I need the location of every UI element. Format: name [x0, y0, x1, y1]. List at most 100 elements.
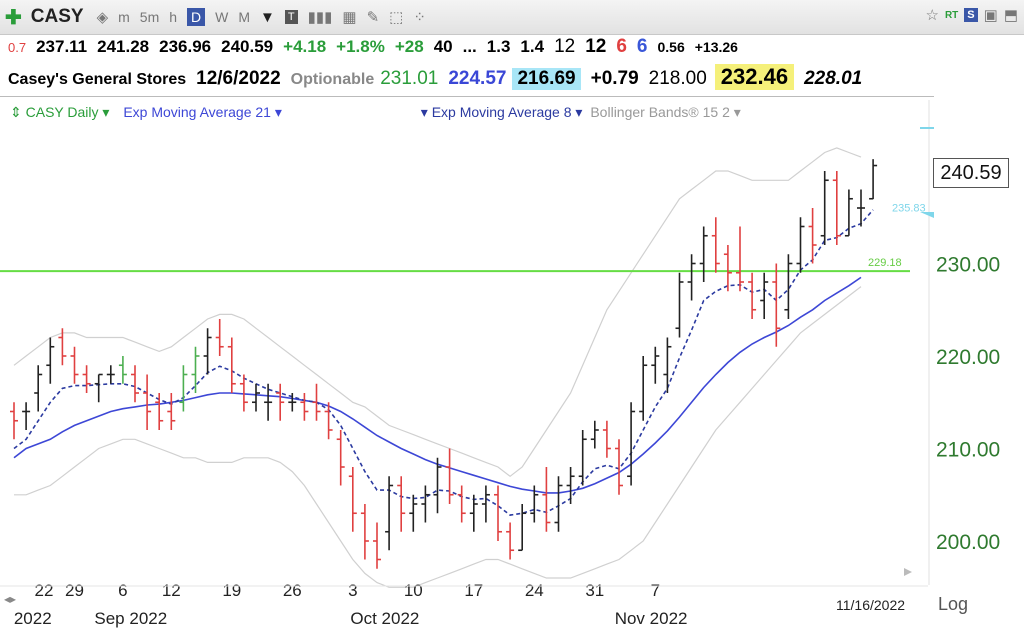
ohlc-bar — [711, 217, 720, 273]
ohlc-bar — [772, 263, 781, 347]
text-tool-icon[interactable]: T — [284, 10, 298, 24]
ohlc-bar — [675, 272, 684, 338]
s-badge[interactable]: S — [964, 8, 978, 22]
star-icon[interactable]: ☆ — [925, 7, 939, 24]
quote-v7: 12 — [585, 36, 607, 57]
bb-legend-label: Bollinger Bands® 15 2 — [590, 104, 730, 120]
ohlc-bar — [34, 365, 43, 412]
quote-p1: 231.01 — [380, 68, 439, 89]
pencil-icon[interactable]: ✎ — [366, 9, 380, 26]
x-month-label: Nov 2022 — [615, 609, 688, 628]
ohlc-bar — [373, 522, 381, 569]
log-scale-button[interactable]: Log — [938, 594, 969, 614]
symbol-label[interactable]: CASY — [30, 6, 84, 27]
ohlc-bar — [264, 383, 273, 421]
ohlc-bar — [46, 337, 55, 384]
ema21-line — [13, 276, 862, 494]
ohlc-bar — [663, 337, 672, 393]
bollinger-upper-band — [13, 147, 862, 478]
quote-v6: 12 — [554, 36, 576, 57]
ohlc-bar — [615, 439, 623, 495]
interval-h[interactable]: h — [169, 9, 178, 25]
ema21-legend[interactable]: Exp Moving Average 21 ▾ — [123, 104, 282, 120]
ema21-legend-label: Exp Moving Average 21 — [123, 104, 271, 120]
ohlc-bar — [118, 356, 127, 384]
cube-icon[interactable]: ◈ — [96, 9, 109, 26]
quote-close: 240.59 — [221, 37, 274, 56]
quote-v2: 40 — [433, 37, 453, 56]
ohlc-bar — [506, 522, 515, 560]
ohlc-bar — [22, 402, 31, 430]
quote-p5: 218.00 — [648, 68, 707, 89]
quote-v9: 6 — [636, 36, 648, 57]
quote-low: 236.96 — [159, 37, 212, 56]
y-tick-label: 200.00 — [936, 531, 1000, 554]
interval-d[interactable]: D — [187, 8, 206, 26]
calculator-icon[interactable]: ▦ — [342, 9, 357, 26]
toolbar: ✚ CASY ◈ m 5m h D W M ▼ T ▮▮▮ ▦ ✎ ⬚ ⁘ ☆ … — [0, 0, 1024, 35]
y-tick-label: 220.00 — [936, 346, 1000, 369]
ohlc-bar — [215, 319, 224, 356]
level-line-label: 229.18 — [868, 257, 902, 269]
dropdown-arrow-icon[interactable]: ▼ — [260, 8, 275, 26]
quote-change: +4.18 — [283, 37, 327, 56]
ema8-legend[interactable]: ▾ Exp Moving Average 8 ▾ — [420, 104, 583, 120]
ema8-value-label: 235.83 — [892, 203, 926, 215]
quote-v3: ... — [462, 37, 477, 56]
x-month-label: Oct 2022 — [350, 609, 419, 628]
y-tick-label: 230.00 — [936, 254, 1000, 277]
ohlc-bar — [397, 476, 406, 532]
x-tick-label: 6 — [118, 581, 127, 600]
x-tick-label: 29 — [65, 581, 84, 600]
interval-m[interactable]: m — [118, 9, 130, 25]
x-tick-label: 24 — [525, 581, 544, 600]
ohlc-bar — [481, 485, 490, 523]
interval-5m[interactable]: 5m — [139, 9, 160, 25]
ohlc-bar — [699, 226, 708, 282]
toolbar-right: ☆ RT S ▣ ⬒ — [925, 6, 1018, 24]
ohlc-bar — [276, 383, 285, 421]
quote-v4: 1.3 — [486, 37, 511, 56]
series-legend[interactable]: ⇕ CASY Daily ▾ — [10, 104, 110, 120]
tag-icon[interactable]: ⬚ — [389, 9, 404, 26]
ohlc-bar — [639, 356, 648, 421]
x-tick-label: 19 — [222, 581, 241, 600]
add-plus-icon[interactable]: ✚ — [5, 6, 22, 29]
ohlc-bar — [70, 346, 79, 384]
ohlc-bar — [421, 485, 430, 523]
ohlc-bar — [336, 430, 345, 486]
save-icon[interactable]: ▣ — [983, 7, 998, 24]
ohlc-bar — [409, 494, 418, 532]
ohlc-bar — [469, 494, 478, 532]
ohlc-bar — [385, 476, 394, 551]
scroll-arrows-icon[interactable]: ◂▸ — [4, 592, 17, 606]
ohlc-bar — [288, 393, 297, 412]
ohlc-bar — [179, 365, 188, 412]
bar-chart-icon[interactable]: ▮▮▮ — [307, 9, 333, 26]
ohlc-bar — [602, 420, 611, 458]
ohlc-bar — [796, 217, 805, 273]
interval-mo[interactable]: M — [238, 9, 251, 25]
bollinger-lower-band — [14, 286, 862, 588]
quote-v5: 1.4 — [520, 37, 545, 56]
x-tick-label: 3 — [348, 581, 357, 600]
x-tick-label: 10 — [404, 581, 423, 600]
ohlc-bar — [10, 402, 18, 440]
ohlc-bar — [590, 420, 599, 449]
pin-icon[interactable]: ⬒ — [1003, 7, 1018, 24]
ohlc-bar — [348, 467, 357, 532]
ohlc-bar — [106, 365, 115, 384]
ohlc-bar — [542, 467, 551, 532]
rt-badge[interactable]: RT — [944, 9, 959, 21]
ohlc-bar — [566, 467, 575, 504]
x-tick-label: 17 — [464, 581, 483, 600]
ohlc-bar — [58, 328, 67, 366]
interval-w[interactable]: W — [215, 9, 229, 25]
dots-icon[interactable]: ⁘ — [413, 9, 426, 26]
bb-legend[interactable]: Bollinger Bands® 15 2 ▾ — [590, 104, 741, 120]
ohlc-bar — [784, 254, 793, 319]
ohlc-bar — [857, 189, 865, 227]
header-divider — [0, 96, 934, 97]
quote-v1: +28 — [394, 37, 424, 56]
series-legend-label: CASY Daily — [25, 104, 99, 120]
